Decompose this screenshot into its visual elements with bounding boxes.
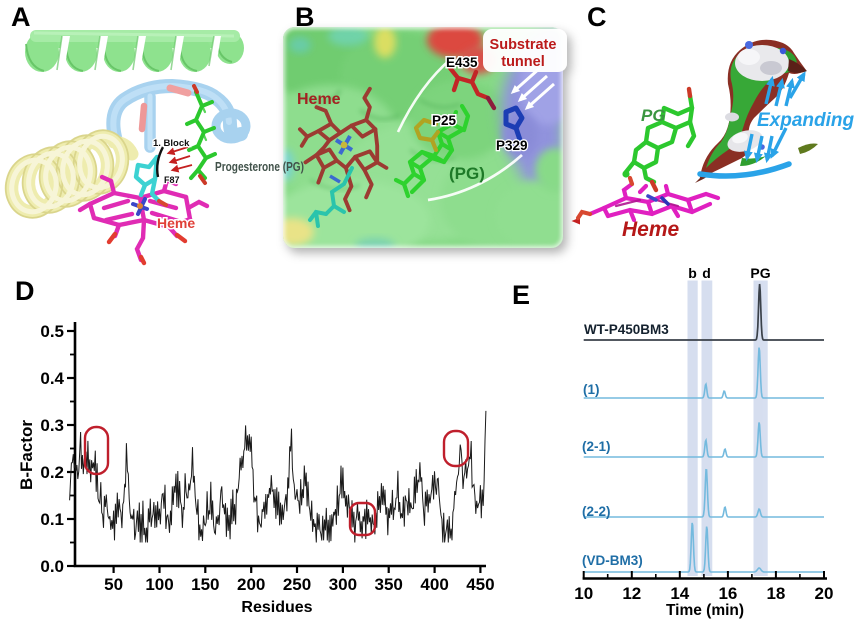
- svg-text:10: 10: [574, 584, 593, 603]
- svg-text:200: 200: [237, 575, 265, 594]
- svg-text:450: 450: [466, 575, 494, 594]
- svg-text:Progesterone (PG): Progesterone (PG): [215, 159, 304, 174]
- svg-text:Heme: Heme: [622, 218, 680, 241]
- svg-text:B: B: [295, 2, 315, 32]
- svg-text:B-Factor: B-Factor: [17, 420, 36, 490]
- svg-text:0.1: 0.1: [40, 510, 64, 529]
- svg-text:P329: P329: [496, 138, 528, 153]
- svg-text:(PG): (PG): [449, 164, 485, 183]
- svg-text:Time (min): Time (min): [666, 602, 744, 619]
- svg-text:E: E: [512, 280, 530, 310]
- svg-text:(2-1): (2-1): [582, 439, 611, 454]
- svg-text:F87: F87: [164, 175, 180, 185]
- svg-text:400: 400: [420, 575, 448, 594]
- svg-text:Heme: Heme: [157, 215, 195, 231]
- svg-text:D: D: [15, 276, 35, 306]
- svg-text:0.0: 0.0: [40, 557, 64, 576]
- svg-text:A: A: [11, 2, 31, 32]
- svg-text:WT-P450BM3: WT-P450BM3: [584, 322, 669, 337]
- svg-text:12: 12: [622, 584, 641, 603]
- svg-text:0.4: 0.4: [40, 369, 64, 388]
- svg-text:(1): (1): [583, 382, 600, 397]
- svg-text:PG: PG: [750, 265, 770, 281]
- svg-text:Expanding: Expanding: [757, 110, 855, 131]
- svg-text:16: 16: [718, 584, 737, 603]
- svg-text:250: 250: [283, 575, 311, 594]
- svg-text:d: d: [702, 265, 711, 281]
- svg-text:18: 18: [766, 584, 785, 603]
- svg-text:150: 150: [191, 575, 219, 594]
- svg-text:0.2: 0.2: [40, 463, 64, 482]
- svg-text:300: 300: [329, 575, 357, 594]
- svg-text:Residues: Residues: [241, 599, 312, 616]
- svg-text:P25: P25: [432, 113, 457, 128]
- svg-text:0.5: 0.5: [40, 322, 64, 341]
- svg-text:(VD-BM3): (VD-BM3): [582, 553, 643, 568]
- svg-text:Substrate: Substrate: [490, 37, 557, 53]
- svg-text:350: 350: [375, 575, 403, 594]
- svg-text:C: C: [587, 2, 607, 32]
- svg-text:20: 20: [815, 584, 834, 603]
- svg-text:b: b: [688, 265, 697, 281]
- svg-text:E435: E435: [446, 55, 478, 70]
- svg-text:1. Block: 1. Block: [153, 138, 190, 149]
- svg-text:(2-2): (2-2): [582, 504, 611, 519]
- svg-text:0.3: 0.3: [40, 416, 64, 435]
- svg-text:tunnel: tunnel: [501, 54, 545, 70]
- svg-text:50: 50: [104, 575, 123, 594]
- svg-text:Heme: Heme: [297, 91, 341, 108]
- svg-text:PG: PG: [641, 106, 666, 125]
- svg-text:14: 14: [670, 584, 689, 603]
- svg-text:100: 100: [145, 575, 173, 594]
